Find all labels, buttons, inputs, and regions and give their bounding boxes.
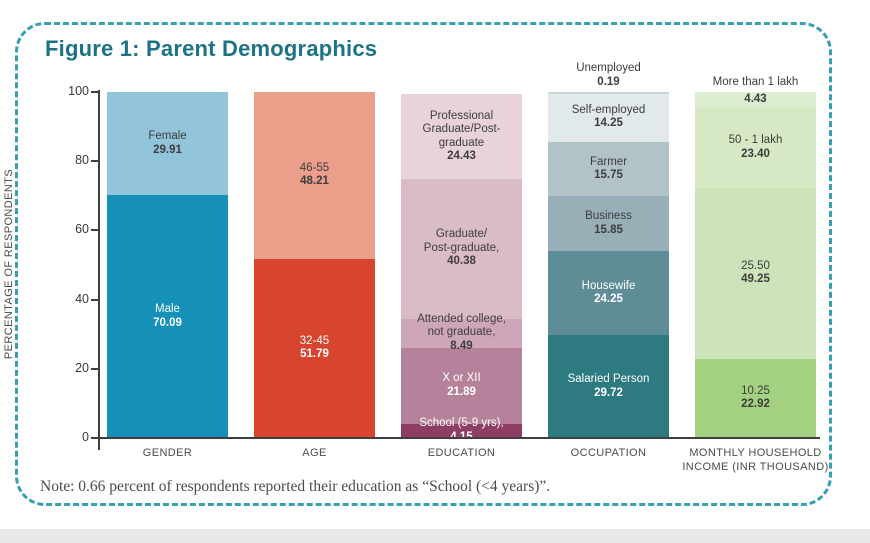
page-edge-strip (0, 529, 870, 543)
bar-segment-attended-college-not-graduate (401, 318, 522, 348)
y-tick (91, 160, 98, 163)
bar-segment-business (548, 196, 669, 252)
y-tick-label: 80 (75, 153, 89, 168)
figure-title: Figure 1: Parent Demographics (45, 36, 378, 61)
y-tick-label: 100 (68, 84, 89, 98)
y-axis-line (98, 90, 100, 450)
y-tick-label: 40 (75, 291, 89, 306)
category-label-age: AGE (302, 447, 327, 459)
bar-segment-farmer (548, 141, 669, 197)
segment-label-more-than-1-lakh: More than 1 lakh (712, 76, 799, 88)
y-tick (91, 91, 98, 93)
x-axis-line (98, 437, 820, 439)
bar-segment-graduate-post-graduate (401, 178, 522, 319)
bar-segment-self-employed (548, 92, 669, 142)
y-tick (91, 367, 98, 370)
y-axis-title: PERCENTAGE OF RESPONDENTS (3, 168, 15, 360)
bar-segment-professional-graduate-post-graduate (401, 94, 522, 179)
y-tick-label: 0 (82, 430, 89, 444)
y-tick (91, 298, 98, 301)
y-tick (91, 229, 98, 232)
bar-segment-school-5-9-yrs (401, 423, 522, 438)
category-label-occupation: OCCUPATION (570, 447, 647, 459)
dashed-border (15, 22, 832, 506)
bar-segment-male (107, 195, 228, 438)
note-text: Note: 0.66 percent of respondents report… (40, 478, 551, 495)
segment-label-unemployed: Unemployed 0.19 (576, 61, 641, 88)
bar-segment-housewife (548, 251, 669, 336)
y-tick-label: 20 (75, 360, 89, 375)
y-tick-label: 60 (75, 222, 89, 237)
y-tick (91, 437, 98, 439)
bar-segment-25-50 (695, 188, 816, 359)
bar-segment-10-25 (695, 358, 816, 438)
category-label-monthly-household-income-inr-thousand: MONTHLY HOUSEHOLD INCOME (INR THOUSAND) (682, 447, 829, 473)
bar-segment-female (107, 92, 228, 196)
bar-segment-50-1-lakh (695, 107, 816, 189)
category-label-gender: GENDER (142, 447, 193, 459)
category-label-education: EDUCATION (427, 447, 496, 459)
bar-segment-x-or-xii (401, 347, 522, 424)
bar-segment-32-45 (254, 258, 375, 438)
bar-segment-more-than-1-lakh (695, 92, 816, 108)
bar-segment-unemployed (548, 91, 669, 94)
bar-segment-46-55 (254, 92, 375, 259)
bar-segment-salaried-person (548, 335, 669, 438)
